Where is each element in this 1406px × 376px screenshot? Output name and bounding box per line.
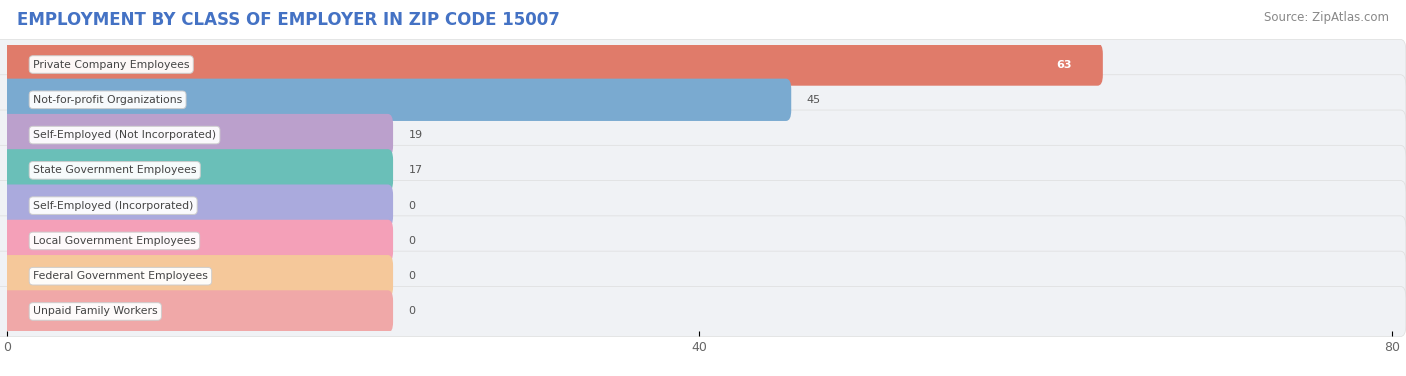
Text: Self-Employed (Not Incorporated): Self-Employed (Not Incorporated) (32, 130, 217, 140)
Text: Source: ZipAtlas.com: Source: ZipAtlas.com (1264, 11, 1389, 24)
FancyBboxPatch shape (0, 75, 1406, 125)
FancyBboxPatch shape (0, 110, 1406, 160)
Text: 63: 63 (1056, 59, 1071, 70)
FancyBboxPatch shape (1, 290, 394, 333)
FancyBboxPatch shape (0, 39, 1406, 89)
FancyBboxPatch shape (0, 216, 1406, 266)
Text: Unpaid Family Workers: Unpaid Family Workers (32, 306, 157, 317)
FancyBboxPatch shape (1, 149, 394, 191)
FancyBboxPatch shape (0, 251, 1406, 301)
Text: 0: 0 (409, 306, 416, 317)
Text: 19: 19 (409, 130, 423, 140)
FancyBboxPatch shape (1, 79, 792, 121)
Text: 0: 0 (409, 201, 416, 211)
FancyBboxPatch shape (1, 255, 394, 297)
Text: Local Government Employees: Local Government Employees (32, 236, 195, 246)
FancyBboxPatch shape (0, 180, 1406, 231)
FancyBboxPatch shape (0, 287, 1406, 337)
Text: 0: 0 (409, 236, 416, 246)
Text: 17: 17 (409, 165, 423, 175)
FancyBboxPatch shape (1, 114, 394, 156)
Text: EMPLOYMENT BY CLASS OF EMPLOYER IN ZIP CODE 15007: EMPLOYMENT BY CLASS OF EMPLOYER IN ZIP C… (17, 11, 560, 29)
Text: Self-Employed (Incorporated): Self-Employed (Incorporated) (32, 201, 194, 211)
FancyBboxPatch shape (1, 185, 394, 227)
Text: State Government Employees: State Government Employees (32, 165, 197, 175)
FancyBboxPatch shape (1, 220, 394, 262)
FancyBboxPatch shape (0, 145, 1406, 196)
FancyBboxPatch shape (1, 43, 1102, 86)
Text: Private Company Employees: Private Company Employees (32, 59, 190, 70)
Text: Federal Government Employees: Federal Government Employees (32, 271, 208, 281)
Text: Not-for-profit Organizations: Not-for-profit Organizations (32, 95, 183, 105)
Text: 45: 45 (807, 95, 821, 105)
Text: 0: 0 (409, 271, 416, 281)
